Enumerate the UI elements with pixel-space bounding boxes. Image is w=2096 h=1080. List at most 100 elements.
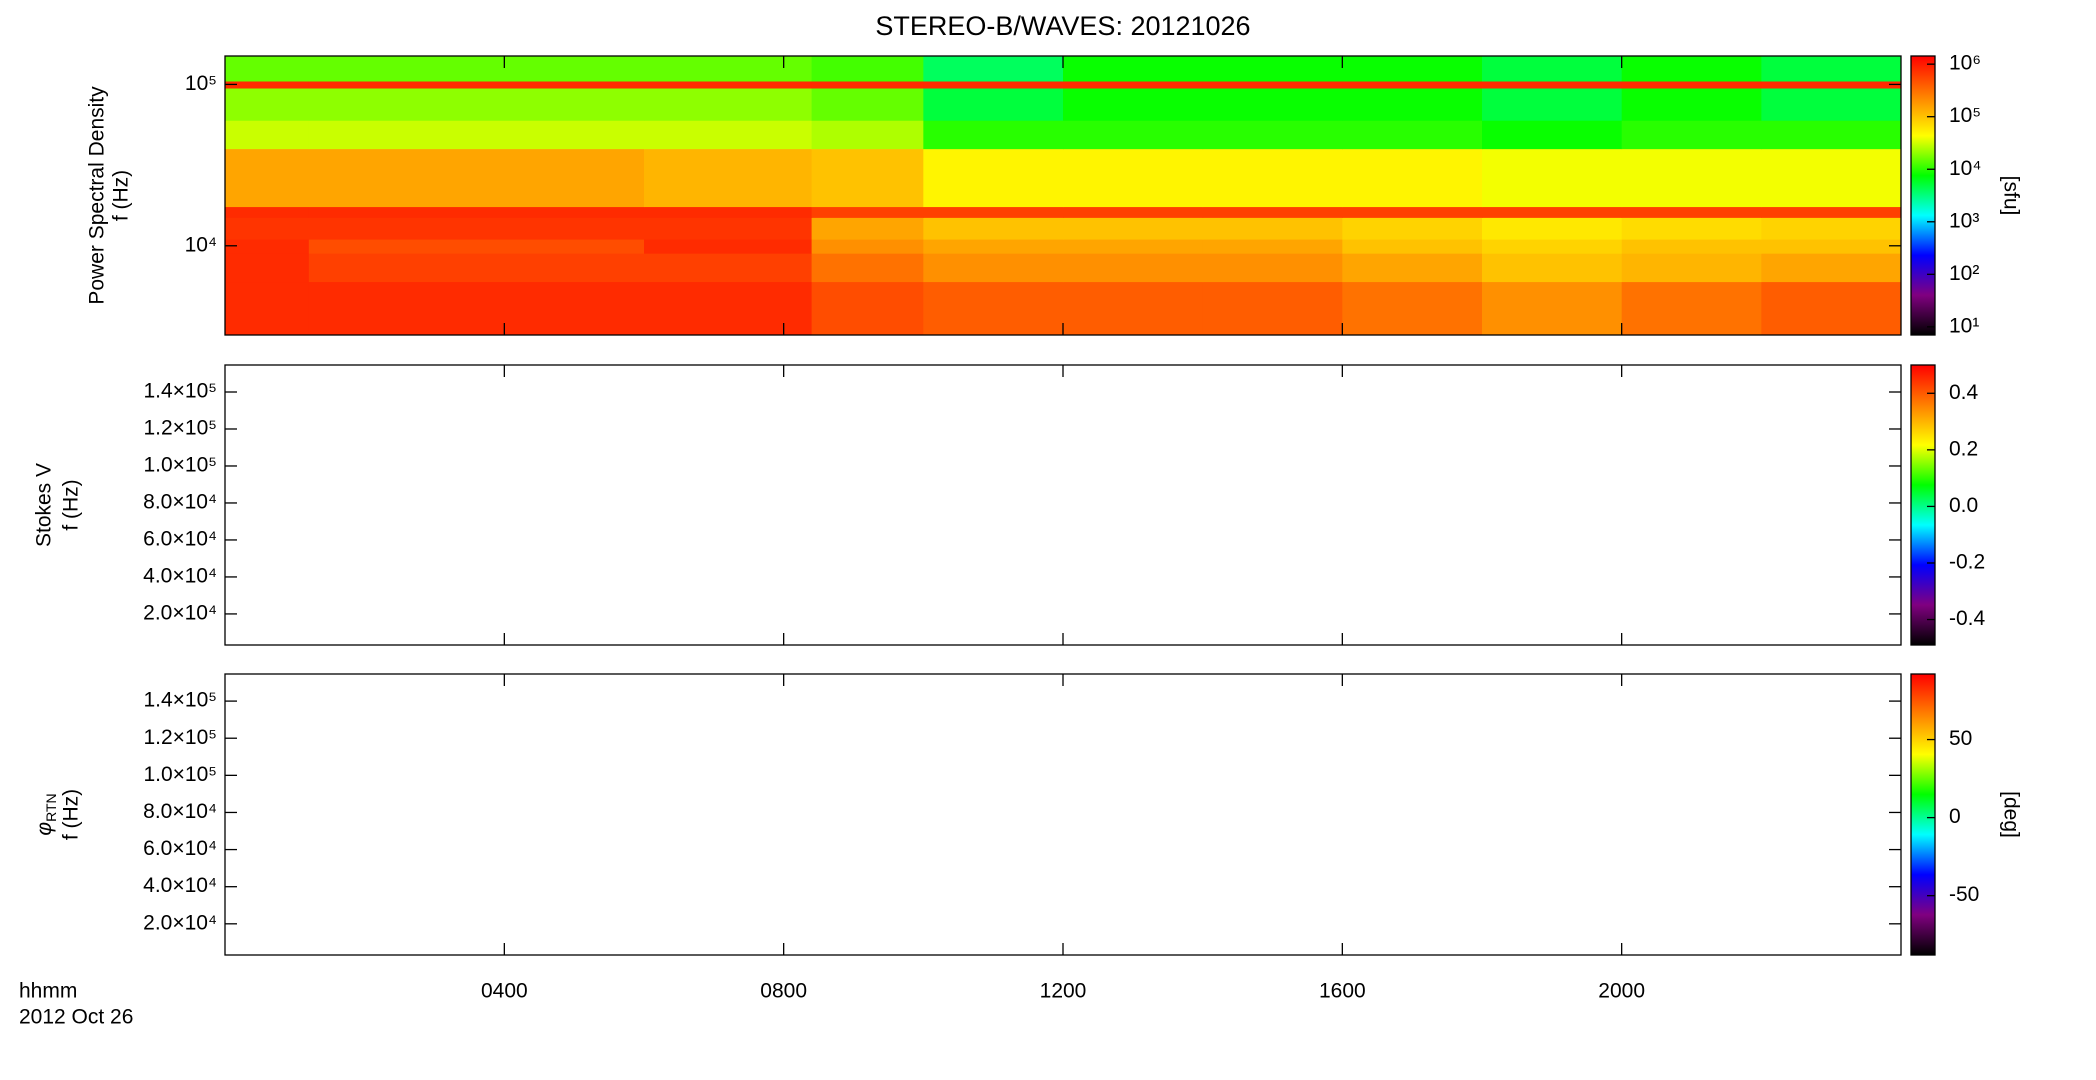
x-label-date: 2012 Oct 26 (19, 1006, 133, 1029)
heatmap-cell (1761, 120, 1902, 150)
heatmap-cell (923, 56, 1064, 82)
y-label-symbol: φ (33, 822, 56, 836)
heatmap-cell (225, 120, 310, 150)
colorbar (1910, 364, 1936, 646)
heatmap-cell (1342, 253, 1483, 283)
colorbar-tick-label: 0.4 (1949, 381, 1979, 404)
heatmap-cell (308, 239, 645, 254)
heatmap-cell (923, 88, 1064, 121)
heatmap-cell (923, 148, 1064, 208)
heatmap-cell (644, 239, 813, 254)
y-tick-label: 8.0×10⁴ (143, 800, 217, 823)
heatmap-cell (225, 253, 310, 283)
heatmap-cell (1482, 281, 1623, 336)
heatmap-cell (644, 253, 813, 283)
heatmap-cell (811, 239, 924, 254)
y-tick-label: 8.0×10⁴ (143, 491, 217, 514)
heatmap-cell (1202, 80, 1343, 89)
heatmap-cell (1202, 88, 1343, 121)
x-tick-label: 1600 (1319, 980, 1366, 1003)
heatmap-cell (1063, 80, 1204, 89)
heatmap-cell (308, 120, 645, 150)
y-tick-label: 1.0×10⁵ (143, 454, 217, 477)
heatmap-cell (225, 239, 310, 254)
heatmap-cell (1761, 217, 1902, 240)
colorbar-tick-label: 0.0 (1949, 494, 1978, 517)
colorbar-tick-label: -0.4 (1949, 607, 1986, 630)
heatmap-cell (1063, 239, 1204, 254)
heatmap-cell (1621, 217, 1762, 240)
heatmap-cell (308, 80, 645, 89)
heatmap-cell (811, 80, 924, 89)
heatmap-cell (1482, 56, 1623, 82)
heatmap-cell (1621, 88, 1762, 121)
heatmap-cell (225, 217, 310, 240)
colorbar-label: [sfu] (1999, 176, 2022, 216)
y-label: f (Hz) (60, 789, 83, 840)
heatmap-cell (811, 217, 924, 240)
heatmap-cell (1761, 281, 1902, 336)
heatmap-cell (811, 253, 924, 283)
heatmap-cell (1482, 80, 1623, 89)
heatmap-cell (225, 80, 310, 89)
heatmap-cell (1063, 148, 1204, 208)
heatmap-cell (1482, 148, 1623, 208)
colorbar-tick-label: 10⁵ (1949, 104, 1981, 127)
heatmap-cell (811, 88, 924, 121)
heatmap-cell (1761, 88, 1902, 121)
heatmap-cell (1202, 281, 1343, 336)
colorbar-tick-label: 50 (1949, 727, 1972, 750)
heatmap-cell (923, 120, 1064, 150)
heatmap-cell (644, 281, 813, 336)
x-label: hhmm (19, 980, 77, 1003)
colorbar-tick-label: 10⁴ (1949, 157, 1981, 180)
heatmap-cell (1482, 88, 1623, 121)
y-label-subscript: RTN (43, 793, 59, 822)
y-tick-label: 2.0×10⁴ (143, 911, 217, 934)
heatmap-cell (811, 120, 924, 150)
heatmap-cell (923, 253, 1064, 283)
y-label: Power Spectral Density (86, 86, 109, 305)
colorbar-tick-label: 10³ (1949, 209, 1979, 232)
heatmap-cell (1202, 120, 1343, 150)
colorbar-tick-label: -50 (1949, 883, 1979, 906)
heatmap-cell (1063, 217, 1204, 240)
heatmap-cell (1621, 148, 1762, 208)
heatmap-cell (1761, 80, 1902, 89)
colorbar-tick-label: 0 (1949, 805, 1961, 828)
heatmap-cell (225, 148, 310, 208)
x-tick-label: 0400 (481, 980, 528, 1003)
colorbar (1910, 673, 1936, 956)
heatmap-cell (225, 88, 310, 121)
colorbar-label: [deg] (1999, 791, 2022, 838)
heatmap-cell (811, 148, 924, 208)
y-label: f (Hz) (110, 170, 133, 221)
y-label: φRTN (33, 793, 59, 835)
heatmap-cell (811, 56, 924, 82)
heatmap-cell (644, 56, 813, 82)
heatmap-cell (1621, 239, 1762, 254)
heatmap-cell (1063, 88, 1204, 121)
x-tick-label: 0800 (760, 980, 807, 1003)
heatmap-cell (1621, 206, 1762, 218)
heatmap-cell (923, 206, 1064, 218)
colorbar-tick-label: 10⁶ (1949, 52, 1981, 75)
chart-title: STEREO-B/WAVES: 20121026 (875, 11, 1250, 41)
heatmap-cell (225, 56, 310, 82)
x-tick-label: 2000 (1598, 980, 1645, 1003)
heatmap-cell (1063, 56, 1204, 82)
heatmap-cell (1202, 217, 1343, 240)
colorbar-tick-label: 0.2 (1949, 437, 1978, 460)
heatmap-cell (308, 217, 645, 240)
y-tick-label: 4.0×10⁴ (143, 564, 217, 587)
heatmap-cell (923, 217, 1064, 240)
heatmap-cell (1621, 253, 1762, 283)
heatmap-cell (1482, 239, 1623, 254)
heatmap-cell (644, 148, 813, 208)
heatmap-cell (1342, 148, 1483, 208)
heatmap-cell (923, 80, 1064, 89)
heatmap-cell (1342, 88, 1483, 121)
heatmap-cell (1063, 253, 1204, 283)
y-tick-label: 1.4×10⁵ (143, 380, 217, 403)
